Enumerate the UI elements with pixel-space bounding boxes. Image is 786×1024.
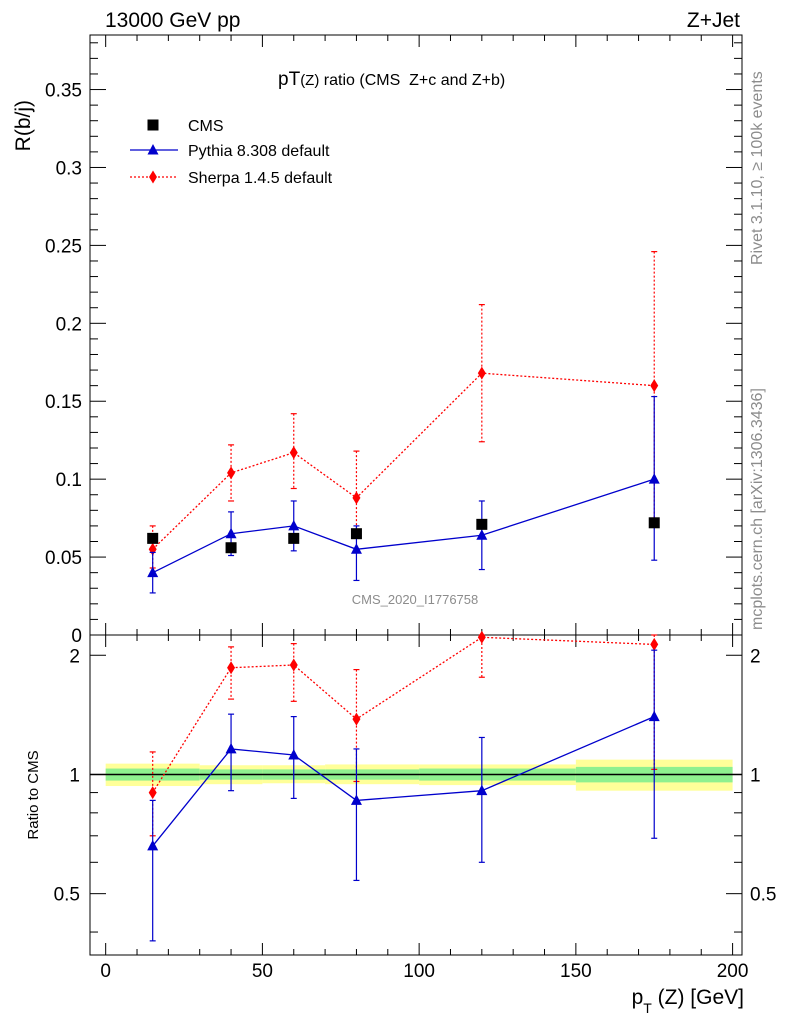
y-tick-label: 0.15	[45, 392, 82, 413]
data-point-cms	[147, 119, 159, 131]
data-point-sherpa	[289, 446, 298, 460]
data-point-sherpa	[148, 786, 157, 800]
legend-label: Sherpa 1.4.5 default	[188, 170, 333, 187]
data-point-pythia	[147, 144, 159, 155]
data-point-pythia	[476, 784, 488, 796]
x-tick-label: 150	[560, 961, 592, 982]
data-point-pythia	[648, 710, 660, 722]
data-point-sherpa	[650, 379, 659, 393]
y-tick-label: 0.1	[56, 470, 82, 491]
ratio-frame	[89, 634, 743, 956]
main-title-rest: ratio (CMS Z+c and Z+b)	[319, 72, 505, 89]
data-point-pythia	[350, 543, 362, 554]
main-title-sub: (Z)	[300, 72, 319, 89]
x-tick-label: 0	[100, 961, 111, 982]
ratio-y-tick-label-right: 0.5	[750, 885, 776, 906]
data-point-pythia	[288, 519, 300, 531]
data-point-cms	[147, 532, 159, 544]
series-line	[152, 715, 655, 847]
series-line	[152, 478, 655, 574]
main-panel: 0 0.05 0.1 0.15 0.2 0.25 0.3 0.35 CMS Pythia 8.30…	[45, 34, 743, 647]
main-title-main: pT	[278, 69, 301, 90]
legend-label: Pythia 8.308 default	[188, 143, 330, 160]
main-title: pT(Z) ratio (CMS Z+c and Z+b)	[278, 69, 505, 90]
data-point-sherpa	[650, 637, 659, 651]
data-point-sherpa	[289, 658, 298, 672]
x-tick-label: 50	[252, 961, 273, 982]
y-tick-label: 0.25	[45, 236, 82, 257]
ratio-panel: 0 50 100 150 200 0.5 0.5 1 1 2 2	[54, 630, 776, 982]
ratio-y-tick-label-right: 1	[750, 765, 761, 786]
x-label-sub: T	[643, 1000, 652, 1016]
ratio-y-tick-label: 0.5	[54, 885, 80, 906]
y-tick-label: 0.2	[56, 314, 82, 335]
legend-label: CMS	[188, 118, 224, 135]
data-point-sherpa	[477, 366, 486, 380]
x-label-main: p	[632, 986, 644, 1009]
data-point-sherpa	[227, 466, 236, 480]
x-tick-label: 200	[717, 961, 749, 982]
mcplots-label: mcplots.cern.ch [arXiv:1306.3436]	[749, 388, 766, 630]
data-point-pythia	[648, 473, 660, 484]
process-label: Z+Jet	[687, 9, 740, 32]
data-point-sherpa	[477, 630, 486, 644]
data-point-cms	[476, 518, 488, 530]
data-point-pythia	[147, 839, 159, 851]
x-axis-label: pT (Z) [GeV]	[632, 986, 744, 1016]
data-point-sherpa	[149, 170, 157, 184]
data-point-sherpa	[227, 661, 236, 675]
y-tick-label: 0.35	[45, 81, 82, 102]
ratio-y-tick-label: 2	[69, 646, 80, 667]
energy-label: 13000 GeV pp	[105, 9, 240, 32]
x-label-rest: (Z) [GeV]	[652, 986, 744, 1009]
main-ylabel: R(b/j)	[12, 100, 35, 151]
y-tick-label: 0.3	[56, 158, 82, 179]
data-point-cms	[288, 532, 300, 544]
data-point-sherpa	[352, 491, 361, 505]
watermark: CMS_2020_I1776758	[352, 592, 479, 607]
data-point-cms	[225, 542, 237, 554]
data-point-pythia	[476, 529, 488, 540]
ratio-ylabel: Ratio to CMS	[25, 750, 42, 839]
data-point-pythia	[225, 527, 237, 539]
rivet-label: Rivet 3.1.10, ≥ 100k events	[749, 71, 766, 265]
y-tick-label: 0	[71, 626, 82, 647]
data-point-sherpa	[352, 712, 361, 726]
ratio-y-tick-label: 1	[69, 765, 80, 786]
data-point-pythia	[350, 794, 362, 805]
y-tick-label: 0.05	[45, 548, 82, 569]
data-point-cms	[648, 517, 660, 529]
x-tick-label: 100	[403, 961, 435, 982]
ratio-y-tick-label-right: 2	[750, 646, 761, 667]
data-point-pythia	[288, 748, 300, 760]
series-line	[152, 372, 655, 550]
data-point-pythia	[147, 566, 159, 578]
data-point-pythia	[225, 742, 237, 754]
data-point-cms	[350, 528, 362, 540]
